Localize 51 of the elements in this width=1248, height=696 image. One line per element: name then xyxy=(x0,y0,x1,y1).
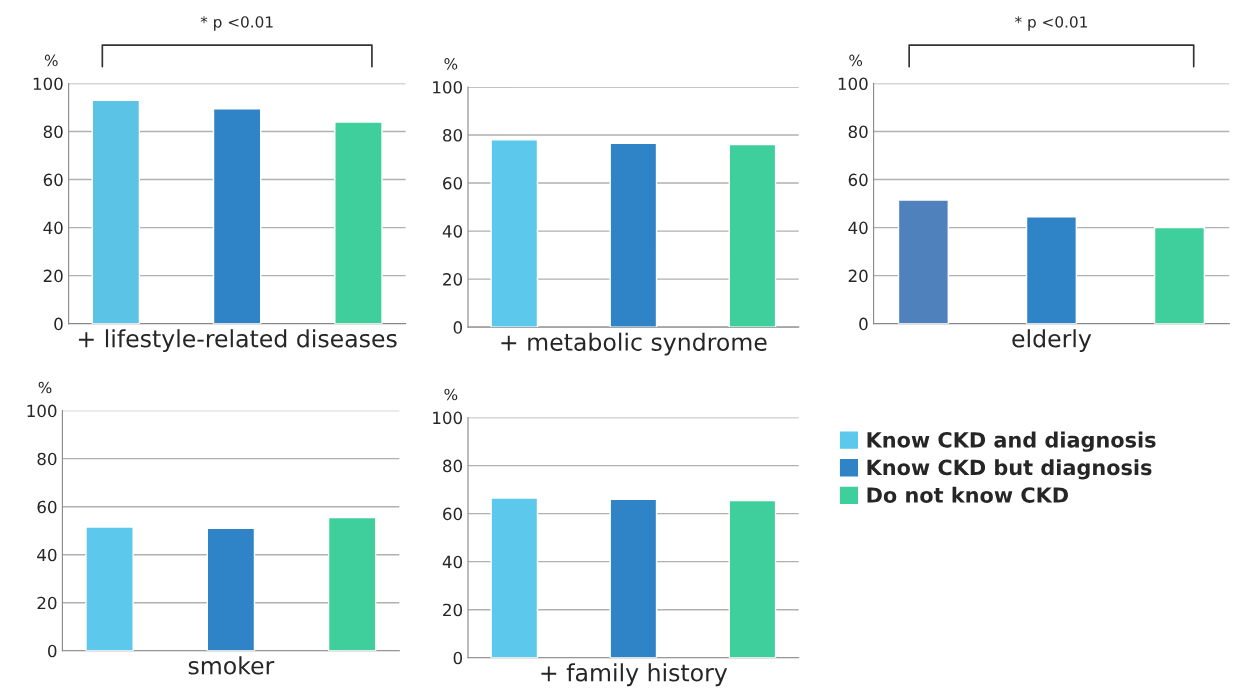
x-axis-title: + family history xyxy=(541,663,728,687)
x-axis-title: smoker xyxy=(188,656,275,675)
text: * p <0.01 xyxy=(200,16,273,31)
y-axis-title: % xyxy=(38,381,52,394)
y-tick-label: 20 xyxy=(443,273,463,286)
y-tick-label: 80 xyxy=(443,128,463,142)
y-tick-label: 80 xyxy=(43,125,63,139)
bar xyxy=(897,199,949,324)
y-tick-label: 40 xyxy=(37,548,57,562)
y-tick-label: 40 xyxy=(442,555,463,569)
y-tick-label: 100 xyxy=(27,404,57,418)
y-tick-label: 100 xyxy=(33,77,63,91)
y-tick-label: 20 xyxy=(848,269,868,283)
y-tick-label: 0 xyxy=(453,321,463,334)
y-tick-label: 40 xyxy=(848,221,868,235)
x-axis-title: + metabolic syndrome xyxy=(501,332,767,356)
y-tick-label: 0 xyxy=(859,317,868,331)
y-axis-title: % xyxy=(444,58,458,70)
y-tick-label: 20 xyxy=(43,269,63,283)
y-tick-label: 0 xyxy=(453,651,463,665)
y-tick-label: 80 xyxy=(443,459,463,473)
y-tick-label: 60 xyxy=(43,173,63,187)
legend-label: Know CKD but diagnosis xyxy=(867,459,1152,480)
bar xyxy=(91,99,141,324)
y-tick-label: 100 xyxy=(433,411,463,425)
y-tick-label: 60 xyxy=(443,177,463,190)
y-axis-title: % xyxy=(444,388,458,401)
y-tick-label: 60 xyxy=(443,507,463,521)
legend-label: Do not know CKD xyxy=(867,486,1068,503)
bar xyxy=(1025,216,1078,324)
y-tick-label: 60 xyxy=(37,500,57,514)
y-axis-title: % xyxy=(44,54,58,67)
x-axis-title: + lifestyle-related diseases xyxy=(78,329,397,353)
y-tick-label: 40 xyxy=(43,221,63,235)
y-tick-label: 100 xyxy=(433,80,463,94)
legend-label: Know CKD and diagnosis xyxy=(867,431,1156,452)
y-tick-label: 40 xyxy=(442,225,463,238)
y-tick-label: 20 xyxy=(37,596,57,610)
y-tick-label: 80 xyxy=(37,452,57,466)
y-tick-label: 20 xyxy=(443,603,463,617)
bar xyxy=(212,108,262,324)
y-tick-label: 0 xyxy=(48,644,57,658)
bar xyxy=(334,121,383,324)
y-tick-label: 100 xyxy=(838,77,868,91)
bar xyxy=(1153,226,1206,324)
y-tick-label: 60 xyxy=(848,173,868,187)
y-axis-title: % xyxy=(849,54,863,67)
y-tick-label: 80 xyxy=(848,125,868,139)
text: * p <0.01 xyxy=(1014,16,1087,31)
y-tick-label: 0 xyxy=(54,317,63,331)
x-axis-title: elderly xyxy=(1012,329,1092,353)
